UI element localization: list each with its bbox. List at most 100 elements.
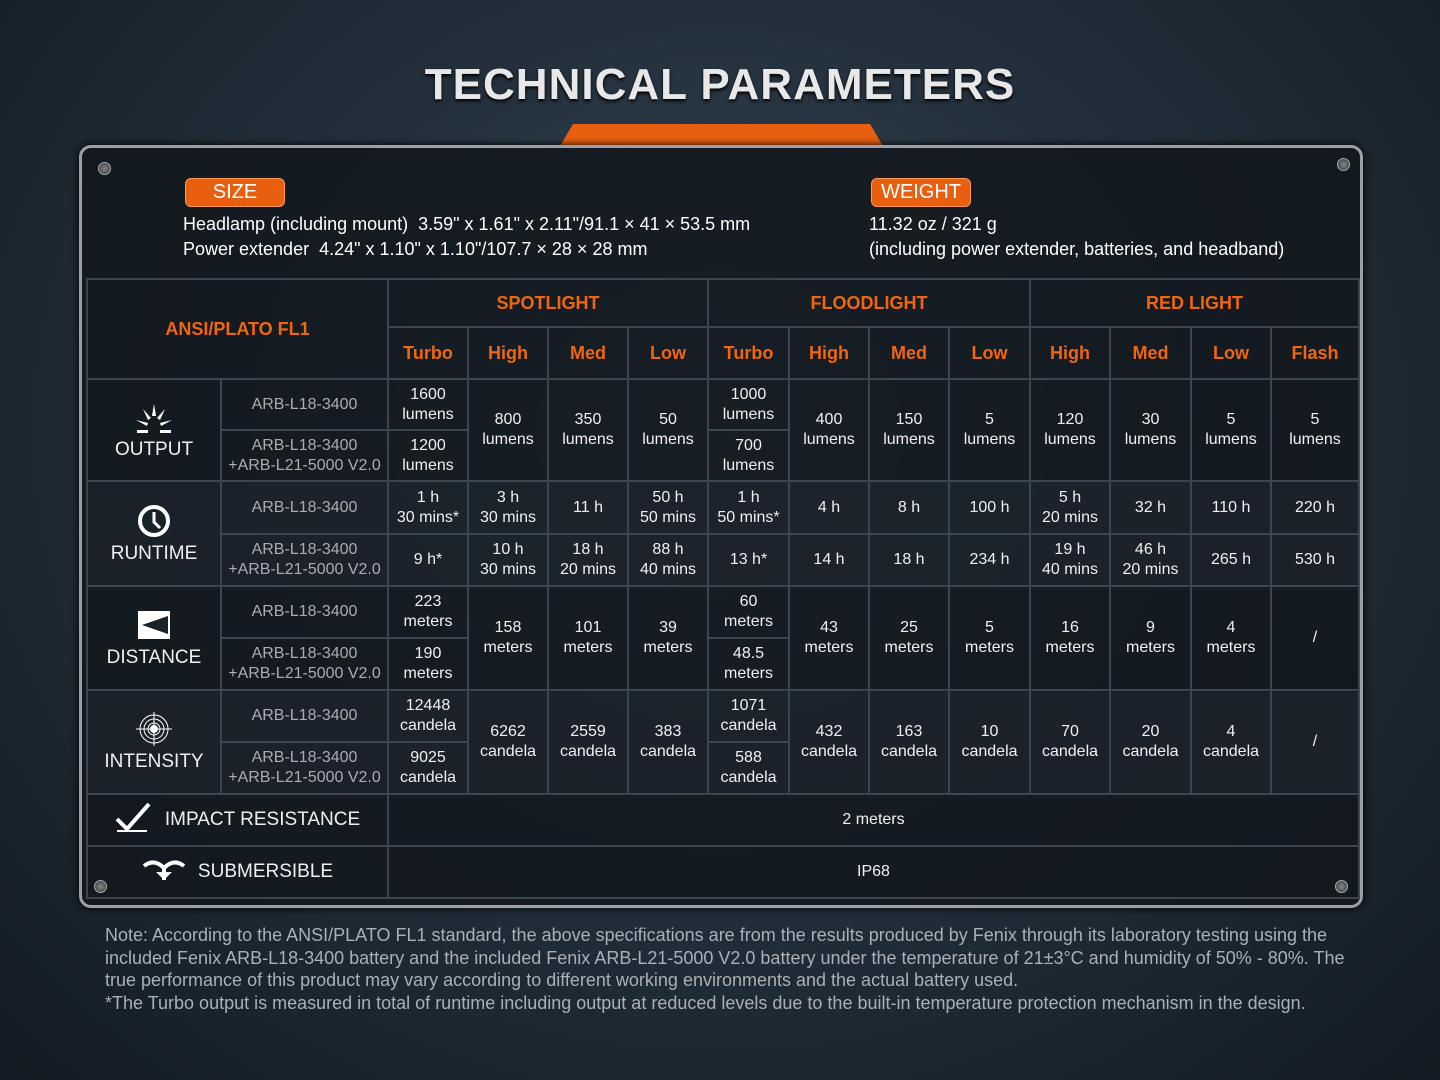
value-cell: 16 meters [1029,585,1111,691]
water-icon [142,858,186,887]
battery-label: ARB-L18-3400 +ARB-L21-5000 V2.0 [220,741,389,795]
weight-badge: WEIGHT [871,178,971,207]
value-cell: 158 meters [467,585,549,691]
value-cell: 5 h 20 mins [1029,480,1111,535]
mode-low: Low [627,326,709,380]
value-cell: 101 meters [547,585,629,691]
battery-label: ARB-L18-3400 [220,378,389,431]
value-cell: 432 candela [788,689,870,795]
value-cell: 25 meters [868,585,950,691]
value-cell: 8 h [868,480,950,535]
value-cell: 46 h 20 mins [1109,533,1192,587]
page-title: TECHNICAL PARAMETERS [424,60,1016,109]
value-cell: / [1270,585,1360,691]
table-row: ARB-L18-3400 +ARB-L21-5000 V2.0 1200 lume… [87,429,1359,482]
value-cell: 48.5 meters [707,637,790,691]
turbo-note: *The Turbo output is measured in total o… [105,992,1306,1013]
clock-icon [138,504,170,537]
value-cell: 10 h 30 mins [467,533,549,587]
mode-med: Med [1109,326,1192,380]
mode-low: Low [948,326,1031,380]
group-spotlight: SPOTLIGHT [387,278,709,328]
impact-check-icon [115,802,153,838]
spec-table: ANSI/PLATO FL1 SPOTLIGHT FLOODLIGHT RED LIG… [86,278,1360,899]
mode-high: High [788,326,870,380]
value-cell: 6262 candela [467,689,549,795]
metric-distance: DISTANCE [86,585,222,691]
battery-label: ARB-L18-3400 [220,689,389,743]
battery-label: ARB-L18-3400 +ARB-L21-5000 V2.0 [220,637,389,691]
value-cell: 383 candela [627,689,709,795]
spec-panel: SIZE Headlamp (including mount) 3.59" x … [79,145,1363,908]
table-row: ARB-L18-3400 +ARB-L21-5000 V2.0 9025 cand… [87,741,1359,795]
value-cell: 1600 lumens [387,378,469,431]
value-cell: 234 h [948,533,1031,587]
mode-header-row: Turbo High Med Low Turbo High Med Low High Med Low… [87,326,1360,380]
value-cell: 400 lumens [788,378,870,482]
value-cell: 3 h 30 mins [467,480,549,535]
mode-high: High [1029,326,1111,380]
group-red-light: RED LIGHT [1029,278,1360,328]
value-cell: 11 h [547,480,629,535]
value-cell: 800 lumens [467,378,549,482]
target-icon [136,712,172,746]
table-row: INTENSITY ARB-L18-3400 12448 candela 6262 c… [86,689,1360,795]
value-cell: 4 candela [1190,689,1272,795]
value-cell: 2559 candela [547,689,629,795]
value-cell: 5 meters [948,585,1031,691]
table-row: OUTPUT ARB-L18-3400 1600 lumens 800 lumens 3… [86,378,1360,482]
sunburst-icon [136,404,172,433]
value-cell: 12448 candela [387,689,469,743]
metric-output: OUTPUT [86,378,222,482]
mode-turbo: Turbo [707,326,790,380]
value-cell: 223 meters [387,585,469,639]
title-accent-tab [560,124,883,146]
value-cell: 5 lumens [1190,378,1272,482]
value-cell: 588 candela [707,741,790,795]
group-header-row: ANSI/PLATO FL1 SPOTLIGHT FLOODLIGHT RED LIG… [86,278,1360,380]
value-cell: 1 h 50 mins* [707,480,790,535]
value-cell: / [1270,689,1360,795]
value-cell: 190 meters [387,637,469,691]
table-row: RUNTIME ARB-L18-3400 1 h 30 mins* 3 h 30 mi… [86,480,1360,587]
table-row: ARB-L18-3400 +ARB-L21-5000 V2.0 190 meter… [87,637,1359,691]
table-row: DISTANCE ARB-L18-3400 223 meters 158 meters… [86,585,1360,691]
value-cell: 110 h [1190,480,1272,535]
metric-label: RUNTIME [110,542,198,564]
value-cell: 50 lumens [627,378,709,482]
submersible-row: SUBMERSIBLE IP68 [86,845,1360,899]
value-cell: 1 h 30 mins* [387,480,469,535]
value-cell: 1000 lumens [707,378,790,431]
value-cell: 39 meters [627,585,709,691]
battery-label: ARB-L18-3400 [220,480,389,535]
value-cell: 9025 candela [387,741,469,795]
weight-note: (including power extender, batteries, an… [869,239,1285,259]
value-cell: 265 h [1190,533,1272,587]
impact-value: 2 meters [387,793,1360,847]
value-cell: 220 h [1270,480,1360,535]
group-floodlight: FLOODLIGHT [707,278,1031,328]
table-row: ARB-L18-3400 +ARB-L21-5000 V2.0 9 h* 10 h … [87,533,1360,587]
value-cell: 5 lumens [948,378,1031,482]
submersible-label: SUBMERSIBLE [86,845,389,899]
value-cell: 43 meters [788,585,870,691]
battery-label: ARB-L18-3400 +ARB-L21-5000 V2.0 [220,533,389,587]
value-cell: 1200 lumens [387,429,469,482]
value-cell: 88 h 40 mins [627,533,709,587]
mode-low: Low [1190,326,1272,380]
metric-intensity: INTENSITY [86,689,222,795]
size-extender: Power extender 4.24" x 1.10" x 1.10"/107… [183,239,648,259]
value-cell: 10 candela [948,689,1031,795]
mode-flash: Flash [1270,326,1360,380]
value-cell: 14 h [788,533,870,587]
mode-high: High [467,326,549,380]
label-text: IMPACT RESISTANCE [164,809,361,830]
mode-turbo: Turbo [387,326,469,380]
value-cell: 70 candela [1029,689,1111,795]
value-cell: 30 lumens [1109,378,1192,482]
value-cell: 163 candela [868,689,950,795]
mode-med: Med [547,326,629,380]
weight-value: 11.32 oz / 321 g [869,214,997,234]
metric-label: INTENSITY [104,751,204,772]
submersible-value: IP68 [387,845,1360,899]
